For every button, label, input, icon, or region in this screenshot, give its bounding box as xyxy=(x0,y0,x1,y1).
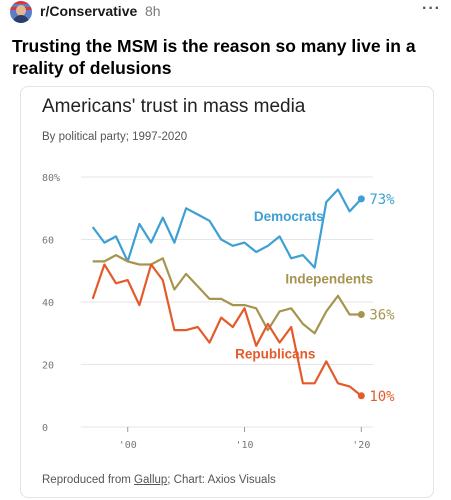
series-name-label-republicans: Republicans xyxy=(235,346,315,361)
x-tick-label: '10 xyxy=(235,440,253,451)
series-endpoint-democrats xyxy=(357,195,365,203)
chart-subtitle: By political party; 1997-2020 xyxy=(42,131,188,143)
post-age: 8h xyxy=(145,3,161,19)
series-end-label-independents: 36% xyxy=(369,308,395,324)
series-name-label-independents: Independents xyxy=(285,271,373,286)
series-end-label-republicans: 10% xyxy=(369,389,395,405)
post-header: r/Conservative 8h ··· xyxy=(10,0,441,26)
source-link[interactable]: Gallup xyxy=(134,474,168,486)
series-line-independents xyxy=(92,254,362,335)
series-line-democrats xyxy=(91,188,363,269)
x-tick-label: '00 xyxy=(119,440,137,451)
subreddit-avatar[interactable] xyxy=(10,1,32,23)
footer-prefix: Reproduced from xyxy=(42,474,135,486)
series-endpoint-independents xyxy=(357,311,365,318)
x-tick-label: '20 xyxy=(352,440,370,451)
chart-footer: Reproduced from Gallup; Chart: Axios Vis… xyxy=(42,474,276,486)
series-line-republicans xyxy=(91,263,362,397)
footer-suffix: ; Chart: Axios Visuals xyxy=(167,474,276,486)
series-endpoint-republicans xyxy=(357,392,365,400)
y-tick-label: 40 xyxy=(42,298,54,309)
line-chart: 0 20 40 60 80% '00 '10 '20 73% Democrats 36% Indepe… xyxy=(42,173,395,451)
y-tick-label: 80% xyxy=(42,173,60,184)
series-end-label-democrats: 73% xyxy=(369,192,395,208)
post-title[interactable]: Trusting the MSM is the reason so many l… xyxy=(12,36,416,78)
chart-title: Americans' trust in mass media xyxy=(42,96,306,117)
subreddit-name[interactable]: r/Conservative xyxy=(40,3,138,19)
y-tick-label: 20 xyxy=(42,361,54,372)
chart-card[interactable]: Americans' trust in mass media By politi… xyxy=(20,86,434,498)
series-name-label-democrats: Democrats xyxy=(254,209,324,224)
y-tick-label: 0 xyxy=(42,423,48,434)
more-options-icon[interactable]: ··· xyxy=(422,0,441,17)
y-tick-label: 60 xyxy=(42,236,54,247)
